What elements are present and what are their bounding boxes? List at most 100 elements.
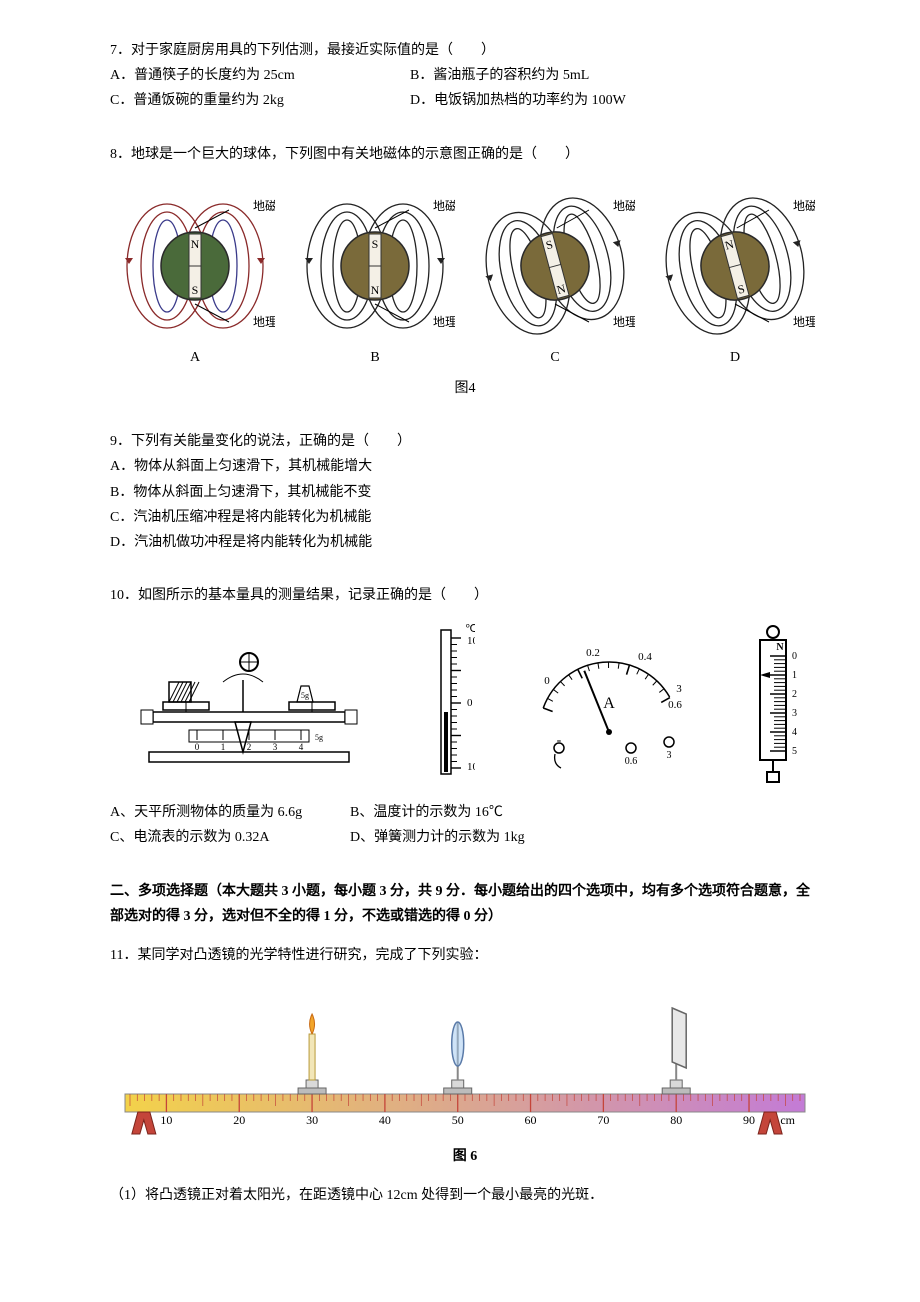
q10-row2: C、电流表的示数为 0.32A D、弹簧测力计的示数为 1kg: [110, 825, 820, 850]
svg-text:10: 10: [467, 635, 475, 647]
q10-stem: 10．如图所示的基本量具的测量结果，记录正确的是（ ）: [110, 583, 820, 608]
q10-figure-row: 5g012345g 10010℃ 00.20.430.6A-0.63 N0123…: [110, 622, 820, 792]
svg-text:地理南极: 地理南极: [433, 314, 455, 329]
svg-text:S: S: [372, 237, 379, 251]
svg-text:1: 1: [792, 670, 797, 681]
svg-text:3: 3: [273, 742, 278, 752]
svg-text:S: S: [192, 283, 199, 297]
thermometer-diagram: 10010℃: [415, 622, 475, 782]
svg-text:地磁南极: 地磁南极: [433, 198, 455, 213]
q8-diagram-b: S N 地磁南极地理南极: [295, 181, 455, 341]
svg-text:80: 80: [670, 1113, 682, 1127]
q10-balance-cell: 5g012345g: [110, 622, 388, 792]
q8-diagram-d-cell: NS地磁北极地理南极 D: [650, 181, 820, 370]
balance-scale-diagram: 5g012345g: [139, 622, 359, 772]
section-2-heading: 二、多项选择题（本大题共 3 小题，每小题 3 分，共 9 分．每小题给出的四个…: [110, 879, 820, 929]
q10-opt-a: A、天平所测物体的质量为 6.6g: [110, 800, 350, 825]
q7-row2: C．普通饭碗的重量约为 2kg D．电饭锅加热档的功率约为 100W: [110, 88, 820, 113]
q9-opt-c: C．汽油机压缩冲程是将内能转化为机械能: [110, 505, 820, 530]
q8-caption: 图4: [110, 376, 820, 401]
question-8: 8．地球是一个巨大的球体，下列图中有关地磁体的示意图正确的是（ ） N S 地磁北极…: [110, 142, 820, 402]
q10-thermo-cell: 10010℃: [398, 622, 491, 792]
svg-text:地理南极: 地理南极: [253, 314, 275, 329]
q8-diagram-b-cell: S N 地磁南极地理南极 B: [290, 181, 460, 370]
svg-text:℃: ℃: [465, 623, 475, 635]
q11-caption: 图 6: [110, 1144, 820, 1169]
svg-text:N: N: [371, 283, 380, 297]
q9-stem: 9．下列有关能量变化的说法，正确的是（ ）: [110, 429, 820, 454]
svg-text:2: 2: [792, 689, 797, 700]
svg-text:10: 10: [160, 1113, 172, 1127]
svg-text:-: -: [557, 733, 562, 748]
svg-text:0: 0: [792, 651, 797, 662]
svg-text:0: 0: [544, 675, 550, 687]
q7-opt-b: B．酱油瓶子的容积约为 5mL: [410, 63, 589, 88]
svg-text:1: 1: [221, 742, 226, 752]
svg-text:60: 60: [525, 1113, 537, 1127]
svg-text:N: N: [191, 237, 200, 251]
q7-opt-a: A．普通筷子的长度约为 25cm: [110, 63, 410, 88]
svg-text:0.4: 0.4: [638, 651, 652, 663]
q7-stem: 7．对于家庭厨房用具的下列估测，最接近实际值的是（ ）: [110, 38, 820, 63]
svg-text:40: 40: [379, 1113, 391, 1127]
svg-text:0.6: 0.6: [668, 699, 682, 711]
optical-bench-figure: 10 20 30 40 50 60 70 80 90 cm: [110, 978, 820, 1138]
svg-text:N: N: [777, 642, 785, 653]
q10-ammeter-cell: 0 0.2 0.4 3 0.6 A - 0.6 3: [501, 622, 717, 792]
q11-stem: 11．某同学对凸透镜的光学特性进行研究，完成了下列实验：: [110, 943, 820, 968]
svg-text:30: 30: [306, 1113, 318, 1127]
q8-diagram-c: SN地磁南极地理南极: [475, 181, 635, 341]
q8-label-c: C: [470, 345, 640, 370]
svg-text:地理南极: 地理南极: [793, 314, 815, 329]
svg-text:4: 4: [792, 727, 797, 738]
svg-text:5: 5: [792, 746, 797, 757]
q10-opt-d: D、弹簧测力计的示数为 1kg: [350, 825, 525, 850]
question-9: 9．下列有关能量变化的说法，正确的是（ ） A．物体从斜面上匀速滑下，其机械能增…: [110, 429, 820, 555]
q7-opt-d: D．电饭锅加热档的功率约为 100W: [410, 88, 626, 113]
q9-opt-d: D．汽油机做功冲程是将内能转化为机械能: [110, 530, 820, 555]
q8-diagram-c-cell: SN地磁南极地理南极 C: [470, 181, 640, 370]
q8-diagram-d: NS地磁北极地理南极: [655, 181, 815, 341]
question-10: 10．如图所示的基本量具的测量结果，记录正确的是（ ） 5g012345g 10…: [110, 583, 820, 851]
q10-opt-b: B、温度计的示数为 16℃: [350, 800, 503, 825]
svg-text:cm: cm: [780, 1113, 795, 1127]
spring-scale-diagram: N0 1 2 3 4 5: [746, 622, 801, 792]
svg-text:地理南极: 地理南极: [613, 314, 635, 329]
q7-opt-c: C．普通饭碗的重量约为 2kg: [110, 88, 410, 113]
svg-text:4: 4: [299, 742, 304, 752]
svg-text:3: 3: [792, 708, 797, 719]
svg-text:0.2: 0.2: [586, 647, 600, 659]
svg-text:0: 0: [195, 742, 200, 752]
q8-label-b: B: [290, 345, 460, 370]
q11-sub1: （1）将凸透镜正对着太阳光，在距透镜中心 12cm 处得到一个最小最亮的光斑．: [110, 1183, 820, 1208]
q7-row1: A．普通筷子的长度约为 25cm B．酱油瓶子的容积约为 5mL: [110, 63, 820, 88]
svg-text:0: 0: [467, 697, 473, 709]
svg-text:3: 3: [667, 750, 672, 761]
svg-text:90: 90: [743, 1113, 755, 1127]
optical-bench-diagram: 10 20 30 40 50 60 70 80 90 cm: [115, 978, 815, 1138]
q9-opt-a: A．物体从斜面上匀速滑下，其机械能增大: [110, 454, 820, 479]
q10-opt-c: C、电流表的示数为 0.32A: [110, 825, 350, 850]
svg-text:2: 2: [247, 742, 252, 752]
q10-spring-cell: N0 1 2 3 4 5: [727, 622, 820, 792]
q8-label-d: D: [650, 345, 820, 370]
svg-text:70: 70: [597, 1113, 609, 1127]
svg-text:3: 3: [676, 683, 682, 695]
ammeter-diagram: 0 0.2 0.4 3 0.6 A - 0.6 3: [519, 622, 699, 772]
svg-text:20: 20: [233, 1113, 245, 1127]
svg-text:50: 50: [452, 1113, 464, 1127]
question-11: 11．某同学对凸透镜的光学特性进行研究，完成了下列实验： 10 20 30 40 50 6…: [110, 943, 820, 1209]
q8-label-a: A: [110, 345, 280, 370]
svg-text:0.6: 0.6: [625, 756, 638, 767]
svg-text:地磁南极: 地磁南极: [613, 198, 635, 213]
svg-text:A: A: [603, 695, 615, 712]
q9-opt-b: B．物体从斜面上匀速滑下，其机械能不变: [110, 480, 820, 505]
svg-text:地磁北极: 地磁北极: [793, 198, 815, 213]
q8-stem: 8．地球是一个巨大的球体，下列图中有关地磁体的示意图正确的是（ ）: [110, 142, 820, 167]
q8-diagram-a: N S 地磁北极地理南极: [115, 181, 275, 341]
svg-text:地磁北极: 地磁北极: [253, 198, 275, 213]
q8-diagram-a-cell: N S 地磁北极地理南极 A: [110, 181, 280, 370]
svg-text:10: 10: [467, 761, 475, 773]
svg-text:5g: 5g: [301, 691, 309, 700]
q8-figure-row: N S 地磁北极地理南极 A S N 地磁南极地理南极 B S N 地磁南极地理南极 C N…: [110, 181, 820, 370]
